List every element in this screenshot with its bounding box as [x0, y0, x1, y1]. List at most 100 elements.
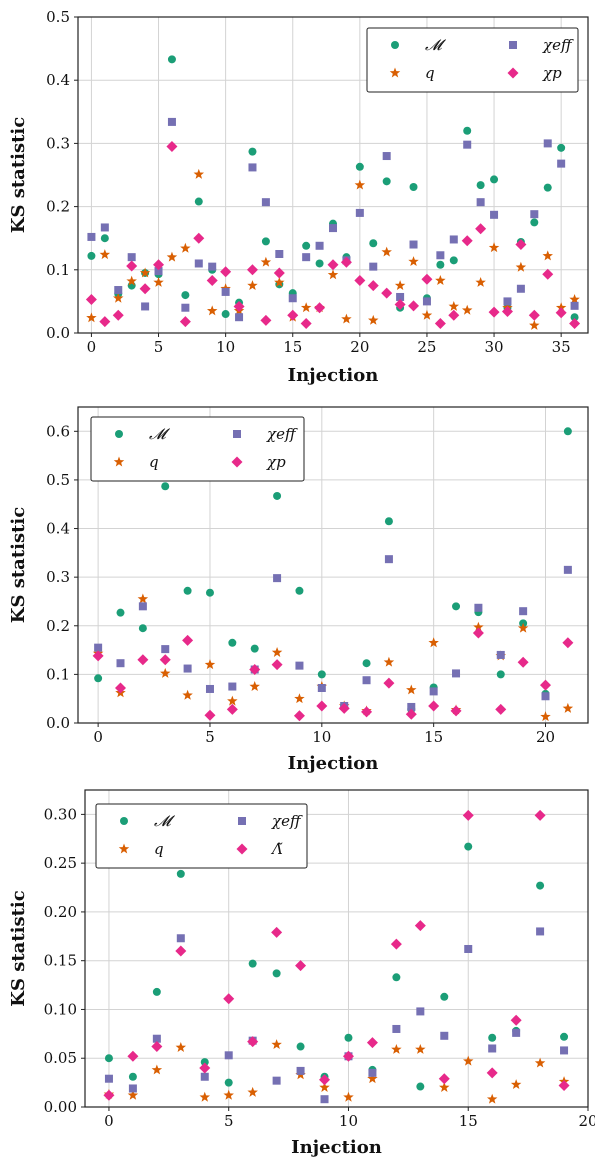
- point-chi_eff: [557, 159, 566, 168]
- y-tick-label: 0.05: [44, 1049, 77, 1067]
- plot-frame: [77, 16, 589, 334]
- point-chi_eff: [141, 302, 150, 311]
- x-tick-label: 15: [283, 338, 302, 356]
- y-tick-label: 0.6: [46, 422, 70, 440]
- y-axis-label: KS statistic: [8, 890, 29, 1006]
- point-chi_p: [361, 706, 373, 718]
- point-M: [382, 177, 391, 186]
- point-chi_eff: [541, 692, 550, 701]
- point-chi_eff: [248, 163, 257, 172]
- point-q: [343, 1091, 354, 1102]
- point-chi_eff: [128, 1084, 137, 1093]
- point-M: [362, 659, 371, 668]
- point-chi_eff: [114, 286, 123, 295]
- point-chi_p: [151, 1041, 163, 1053]
- legend: 𝓜q χeff χp: [90, 416, 305, 482]
- point-chi_eff: [452, 669, 461, 678]
- point-chi_p: [381, 287, 393, 299]
- point-q: [391, 1043, 402, 1054]
- y-tick-label: 0.2: [46, 198, 70, 216]
- point-M: [317, 670, 326, 679]
- point-chi_eff: [152, 1034, 161, 1043]
- point-chi_eff: [288, 294, 297, 303]
- point-chi_eff: [570, 301, 579, 310]
- point-q: [555, 302, 567, 313]
- point-q: [569, 294, 580, 304]
- point-chi_eff: [167, 117, 176, 126]
- point-q: [515, 261, 527, 272]
- point-chi_p: [414, 920, 426, 932]
- legend-label-q: q: [154, 840, 164, 858]
- point-q: [319, 1081, 330, 1092]
- legend-label-chi_eff: χeff: [542, 36, 574, 54]
- point-q: [439, 1081, 450, 1092]
- x-tick-label: 15: [459, 1112, 478, 1130]
- point-chi_p: [92, 650, 104, 662]
- y-tick-label: 0.4: [46, 520, 70, 538]
- point-chi_p: [273, 267, 285, 279]
- point-chi_p: [569, 318, 581, 330]
- chart-panel-2: 0 5 10 15 20 0.0 0.1 0.2 0.3 0.4 0.5 0.6 Injection KS…: [8, 406, 589, 774]
- y-axis-label: KS statistic: [8, 507, 29, 623]
- point-chi_eff: [194, 259, 203, 268]
- point-chi_eff: [176, 934, 185, 943]
- point-chi_p: [472, 627, 484, 639]
- point-chi_eff: [272, 1076, 281, 1085]
- point-M: [436, 260, 445, 269]
- point-chi_eff: [116, 659, 125, 668]
- legend-label-chi_p: χp: [266, 453, 286, 471]
- legend-marker-M: [120, 817, 128, 825]
- point-chi_p: [338, 702, 350, 714]
- point-M: [296, 1042, 305, 1051]
- point-q: [428, 637, 439, 648]
- point-chi_eff: [154, 267, 163, 276]
- legend-marker-chi_eff: [238, 817, 246, 825]
- legend-marker-chi_eff: [233, 430, 241, 438]
- y-tick-label: 0.20: [44, 903, 77, 921]
- point-chi_p: [166, 141, 178, 153]
- point-q: [180, 242, 191, 253]
- y-tick-label: 0.1: [46, 665, 70, 683]
- point-M: [183, 586, 192, 595]
- point-chi_eff: [295, 661, 304, 670]
- point-chi_p: [488, 306, 500, 318]
- x-tick-label: 25: [417, 338, 436, 356]
- legend-marker-chi_p: [231, 456, 243, 468]
- point-chi_eff: [320, 1095, 329, 1104]
- y-tick-label: 0.25: [44, 854, 77, 872]
- point-M: [176, 869, 185, 878]
- point-q: [153, 276, 164, 287]
- point-chi_p: [434, 318, 446, 330]
- point-chi_p: [475, 223, 487, 235]
- legend-box: [366, 27, 579, 93]
- point-M: [161, 482, 170, 491]
- point-q: [260, 256, 272, 267]
- point-chi_eff: [422, 297, 431, 306]
- point-M: [221, 310, 230, 319]
- legend-label-chi_eff: χeff: [271, 812, 303, 830]
- point-chi_eff: [368, 1068, 377, 1077]
- x-tick-label: 5: [224, 1112, 234, 1130]
- point-q: [249, 681, 260, 691]
- point-q: [227, 695, 238, 706]
- y-tick-label: 0.1: [46, 261, 70, 279]
- point-chi_p: [260, 314, 272, 326]
- legend-label-M: 𝓜: [154, 812, 176, 830]
- legend-marker-chi_eff: [509, 41, 517, 49]
- y-tick-label: 0.4: [46, 71, 70, 89]
- point-q: [529, 319, 540, 330]
- point-chi_eff: [87, 232, 96, 241]
- x-tick-label: 5: [154, 338, 164, 356]
- plot-frame: [84, 789, 589, 1108]
- point-chi_eff: [329, 224, 337, 233]
- point-q: [406, 684, 417, 695]
- point-chi_p: [271, 659, 283, 671]
- legend: 𝓜q χeff Λ̃: [95, 803, 308, 869]
- point-M: [476, 181, 485, 190]
- point-q: [113, 292, 124, 303]
- point-q: [341, 313, 352, 324]
- point-chi_p: [115, 682, 126, 694]
- point-M: [557, 143, 566, 152]
- point-chi_eff: [100, 223, 109, 232]
- point-chi_p: [510, 1014, 522, 1026]
